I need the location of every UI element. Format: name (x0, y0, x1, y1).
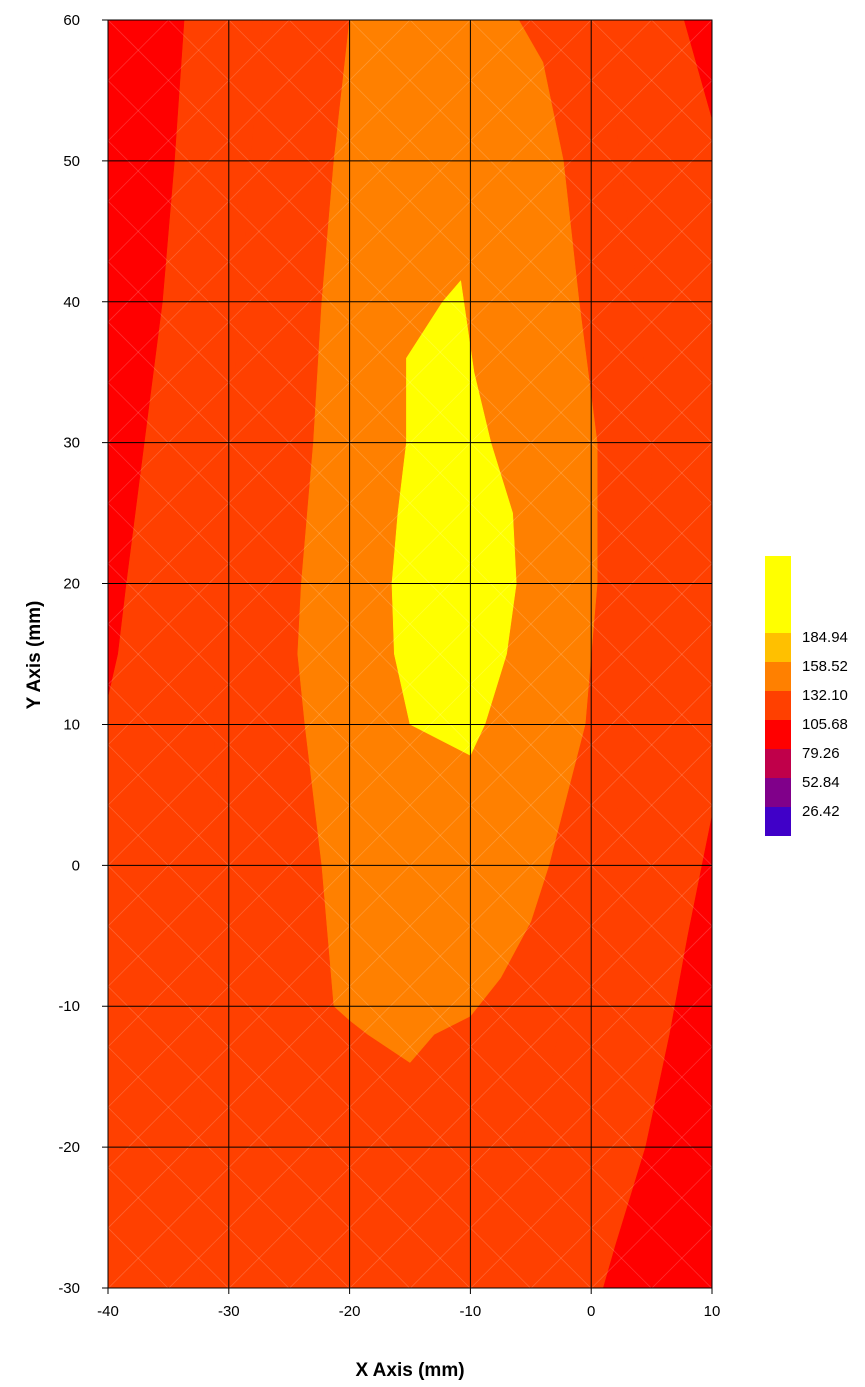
x-tick-label: -20 (339, 1303, 361, 1320)
mesh-line (108, 804, 592, 1288)
x-tick-labels: -40 -30 -20 -10 0 10 (97, 1303, 720, 1320)
legend-label: 105.68 (802, 716, 848, 733)
legend-swatch (765, 662, 791, 691)
mesh-line (108, 20, 411, 323)
mesh-line (108, 20, 532, 444)
mesh-line (289, 865, 712, 1288)
plot-frame (107, 19, 713, 1289)
mesh-line (108, 442, 712, 1048)
mesh-line (108, 20, 712, 625)
mesh-line (228, 804, 712, 1288)
mesh-line (108, 200, 712, 806)
contour-band-105.68-2 (603, 815, 712, 1288)
y-tick-labels: 60 50 40 30 20 10 0 -10 -20 -30 (58, 12, 80, 1297)
mesh-line (470, 1046, 712, 1288)
y-tick-label: 50 (63, 153, 80, 170)
mesh-line (108, 79, 712, 685)
x-tick-label: -10 (460, 1303, 482, 1320)
mesh-line (108, 140, 712, 746)
mesh-line (108, 200, 712, 806)
mesh-line (108, 623, 712, 1229)
y-tick-label: 20 (63, 576, 80, 593)
mesh-line (349, 925, 712, 1288)
mesh-line (288, 20, 712, 444)
x-tick-label: 10 (704, 1303, 721, 1320)
mesh-line (108, 261, 712, 867)
mesh-line (108, 261, 712, 867)
legend-swatch (765, 807, 791, 836)
mesh-line (228, 20, 712, 504)
legend-label: 158.52 (802, 658, 848, 675)
triangulation-mesh (0, 20, 865, 1288)
mesh-line (168, 744, 712, 1288)
plot-area (0, 19, 865, 1294)
y-tick-label: 10 (63, 716, 80, 733)
contour-band-105.68-1 (683, 20, 712, 119)
y-axis-title: Y Axis (mm) (24, 601, 45, 710)
mesh-line (349, 20, 712, 383)
contour-bands (108, 20, 712, 1288)
mesh-line (108, 623, 712, 1229)
mesh-line (108, 20, 471, 383)
x-axis-title: X Axis (mm) (355, 1360, 464, 1381)
mesh-line (833, 20, 865, 1288)
mesh-line (108, 79, 712, 685)
legend-swatch (765, 691, 791, 720)
mesh-line (168, 20, 712, 565)
mesh-line (108, 683, 712, 1288)
mesh-line (108, 563, 712, 1169)
y-tick-label: -20 (58, 1139, 80, 1156)
y-tick-label: 0 (72, 857, 80, 874)
mesh-line (108, 381, 712, 987)
contour-band-184.94 (391, 280, 517, 756)
y-tick-label: 40 (63, 294, 80, 311)
mesh-line (108, 140, 712, 746)
mesh-line (833, 20, 865, 1288)
x-tick-label: -40 (97, 1303, 119, 1320)
mesh-line (108, 744, 652, 1288)
mesh-line (108, 20, 712, 625)
legend-swatch (765, 556, 791, 633)
mesh-line (108, 381, 712, 987)
mesh-line (108, 925, 471, 1288)
y-tick-label: -10 (58, 998, 80, 1015)
legend-swatch (765, 749, 791, 778)
legend-swatch (765, 778, 791, 807)
mesh-line (108, 321, 712, 927)
legend-swatch (765, 720, 791, 749)
mesh-line (108, 20, 652, 565)
y-tick-label: 30 (63, 435, 80, 452)
legend-label: 26.42 (802, 803, 840, 820)
legend-label: 79.26 (802, 745, 840, 762)
mesh-line (108, 20, 350, 263)
mesh-line (108, 321, 712, 927)
legend: 184.94 158.52 132.10 105.68 79.26 52.84 26.42 (765, 556, 848, 836)
mesh-line (108, 683, 712, 1288)
mesh-line (409, 20, 712, 323)
y-tick-label: 60 (63, 12, 80, 29)
mesh-line (108, 20, 592, 504)
mesh-line (410, 985, 712, 1288)
mesh-line (108, 442, 712, 1048)
legend-label: 52.84 (802, 774, 840, 791)
y-tick-label: -30 (58, 1280, 80, 1297)
mesh-line (470, 20, 712, 263)
mesh-line (108, 985, 410, 1288)
mesh-line (108, 563, 712, 1169)
legend-label: 184.94 (802, 629, 848, 646)
mesh-line (108, 865, 531, 1288)
mesh-line (108, 502, 712, 1108)
mesh-line (0, 20, 108, 1288)
legend-label: 132.10 (802, 687, 848, 704)
x-tick-label: 0 (587, 1303, 595, 1320)
mesh-line (108, 502, 712, 1108)
grid-lines (102, 19, 713, 1294)
mesh-line (108, 20, 109, 21)
mesh-line (108, 1046, 350, 1288)
x-tick-label: -30 (218, 1303, 240, 1320)
legend-swatch (765, 633, 791, 662)
